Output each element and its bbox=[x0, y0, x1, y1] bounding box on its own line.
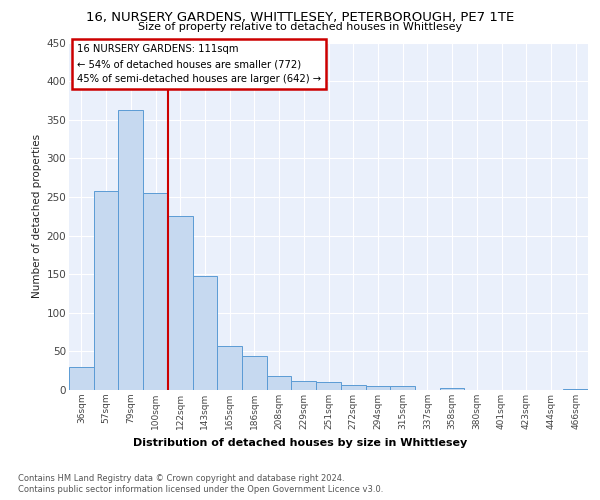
Bar bbox=[118, 110, 143, 390]
Bar bbox=[94, 191, 118, 390]
Text: Contains HM Land Registry data © Crown copyright and database right 2024.: Contains HM Land Registry data © Crown c… bbox=[18, 474, 344, 483]
Text: Contains public sector information licensed under the Open Government Licence v3: Contains public sector information licen… bbox=[18, 485, 383, 494]
Bar bbox=[242, 356, 267, 390]
Text: Size of property relative to detached houses in Whittlesey: Size of property relative to detached ho… bbox=[138, 22, 462, 32]
Bar bbox=[267, 376, 292, 390]
Bar bbox=[341, 386, 365, 390]
Bar bbox=[168, 216, 193, 390]
Bar bbox=[193, 276, 217, 390]
Bar bbox=[217, 346, 242, 390]
Text: 16, NURSERY GARDENS, WHITTLESEY, PETERBOROUGH, PE7 1TE: 16, NURSERY GARDENS, WHITTLESEY, PETERBO… bbox=[86, 11, 514, 24]
Bar bbox=[563, 389, 588, 390]
Text: Distribution of detached houses by size in Whittlesey: Distribution of detached houses by size … bbox=[133, 438, 467, 448]
Bar bbox=[69, 367, 94, 390]
Text: 16 NURSERY GARDENS: 111sqm
← 54% of detached houses are smaller (772)
45% of sem: 16 NURSERY GARDENS: 111sqm ← 54% of deta… bbox=[77, 44, 321, 84]
Y-axis label: Number of detached properties: Number of detached properties bbox=[32, 134, 43, 298]
Bar bbox=[390, 386, 415, 390]
Bar bbox=[365, 386, 390, 390]
Bar bbox=[316, 382, 341, 390]
Bar bbox=[440, 388, 464, 390]
Bar bbox=[292, 380, 316, 390]
Bar bbox=[143, 193, 168, 390]
